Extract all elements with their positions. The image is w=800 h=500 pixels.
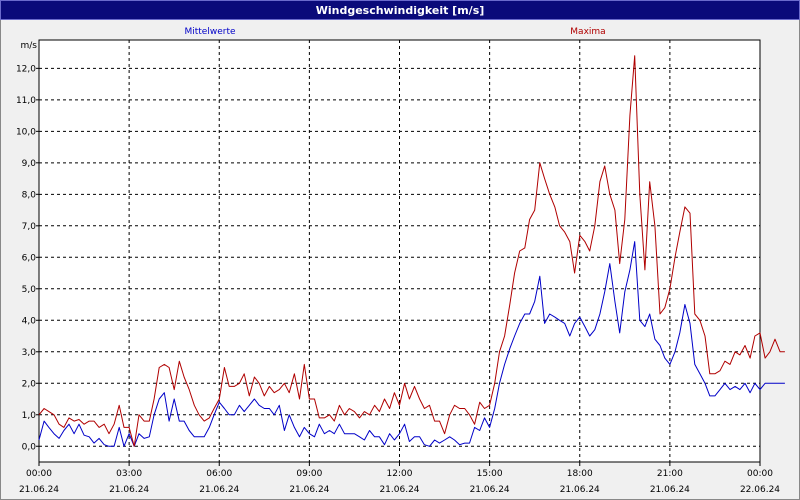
x-tick-time-label: 00:00 [747, 469, 773, 479]
x-tick-date-label: 22.06.24 [740, 485, 780, 495]
x-tick-date-label: 21.06.24 [470, 485, 510, 495]
legend-mittelwerte: Mittelwerte [184, 27, 235, 37]
y-tick-label: 0,0 [22, 442, 37, 452]
y-tick-label: 1,0 [22, 411, 37, 421]
x-tick-time-label: 03:00 [116, 469, 142, 479]
grid-lines [39, 40, 760, 462]
series-line-maxima [38, 55, 785, 447]
x-tick-date-label: 21.06.24 [379, 485, 419, 495]
x-tick-time-label: 09:00 [296, 469, 322, 479]
x-tick-time-label: 15:00 [477, 469, 503, 479]
y-tick-label: 4,0 [22, 316, 37, 326]
y-tick-label: 7,0 [22, 222, 37, 232]
x-tick-date-label: 21.06.24 [289, 485, 329, 495]
x-tick-time-label: 00:00 [26, 469, 52, 479]
y-tick-label: 5,0 [22, 285, 37, 295]
y-axis-label: m/s [21, 41, 38, 51]
x-tick-time-label: 12:00 [387, 469, 413, 479]
x-tick-time-label: 06:00 [206, 469, 232, 479]
series-line-mittelwerte [38, 241, 785, 447]
x-tick-date-label: 21.06.24 [109, 485, 149, 495]
y-tick-label: 12,0 [16, 64, 36, 74]
y-axis-ticks: 0,0 1,0 2,0 3,0 4,0 5,0 6,0 7,0 8,0 9,0 10,0 11,0 12… [16, 64, 39, 452]
x-tick-time-label: 18:00 [567, 469, 593, 479]
y-tick-label: 9,0 [22, 159, 37, 169]
y-tick-label: 8,0 [22, 190, 37, 200]
x-axis-ticks: 00:00 21.06.24 03:00 21.06.24 06:00 21.06.24 0… [19, 462, 780, 495]
y-tick-label: 3,0 [22, 348, 37, 358]
y-tick-label: 6,0 [22, 253, 37, 263]
x-tick-date-label: 21.06.24 [19, 485, 59, 495]
y-tick-label: 11,0 [16, 96, 36, 106]
series-lines [38, 55, 785, 447]
x-tick-date-label: 21.06.24 [199, 485, 239, 495]
y-tick-label: 2,0 [22, 379, 37, 389]
x-tick-time-label: 21:00 [657, 469, 683, 479]
window-title: Windgeschwindigkeit [m/s] [0, 0, 800, 20]
legend-maxima: Maxima [570, 27, 605, 37]
y-tick-label: 10,0 [16, 127, 36, 137]
x-tick-date-label: 21.06.24 [560, 485, 600, 495]
x-tick-date-label: 21.06.24 [650, 485, 690, 495]
